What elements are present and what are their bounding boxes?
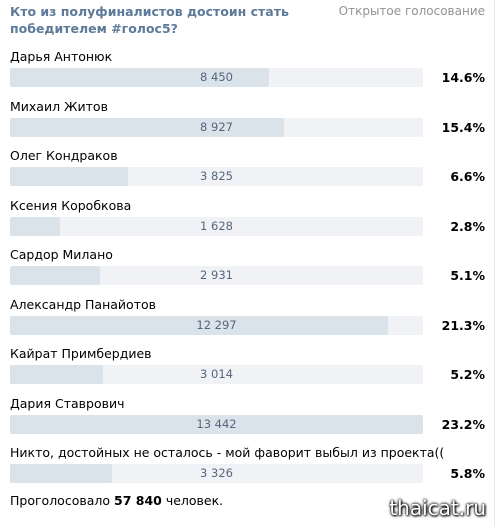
poll-option[interactable]: Кайрат Примбердиев 3 014 5.2% [10,344,485,394]
poll-title: Кто из полуфиналистов достоин стать побе… [10,4,289,36]
option-label: Дарья Антонюк [10,49,113,64]
poll-option[interactable]: Ксения Коробкова 1 628 2.8% [10,196,485,246]
option-percent: 14.6% [441,70,485,85]
option-vote-count: 3 825 [200,169,233,183]
option-bar-fill [10,68,270,87]
poll-option[interactable]: Александр Панайотов 12 297 21.3% [10,295,485,345]
option-label: Сардор Милано [10,247,113,262]
poll-option[interactable]: Сардор Милано 2 931 5.1% [10,245,485,295]
option-bar[interactable]: 3 326 [10,464,423,483]
option-bar[interactable]: 3 014 [10,365,423,384]
option-vote-count: 12 297 [196,317,237,332]
poll-option[interactable]: Дарья Антонюк 8 450 14.6% [10,47,485,97]
option-bar[interactable]: 13 442 [10,414,423,434]
option-percent: 6.6% [450,169,485,184]
option-percent: 23.2% [441,416,485,432]
option-vote-count: 1 628 [200,218,233,233]
option-label: Кайрат Примбердиев [10,346,152,361]
option-percent: 15.4% [441,119,485,135]
option-bar-fill [10,266,101,285]
option-label: Дария Ставрович [10,395,125,411]
option-bar-fill [10,365,103,384]
option-percent: 5.2% [450,367,485,382]
option-bar-fill [10,414,423,434]
poll-option[interactable]: Олег Кондраков 3 825 6.6% [10,146,485,196]
poll-option[interactable]: Михаил Житов 8 927 15.4% [10,97,485,147]
option-bar-fill [10,117,285,137]
option-label: Олег Кондраков [10,148,118,163]
poll-option[interactable]: Никто, достойных не осталось - мой фавор… [10,443,485,493]
option-bar[interactable]: 12 297 [10,315,423,335]
option-vote-count: 3 014 [200,367,233,381]
poll-header: Кто из полуфиналистов достоин стать побе… [10,3,485,39]
poll-type-label: Открытое голосование [338,4,485,18]
option-bar[interactable]: 8 927 [10,117,423,137]
option-label: Александр Панайотов [10,296,156,312]
option-percent: 5.1% [450,268,485,283]
option-percent: 5.8% [450,466,485,481]
option-vote-count: 2 931 [200,268,233,282]
option-bar[interactable]: 8 450 [10,68,423,87]
option-label: Никто, достойных не осталось - мой фавор… [10,445,445,460]
option-bar-fill [10,315,388,335]
option-vote-count: 13 442 [196,416,237,431]
total-prefix: Проголосовало [10,493,111,508]
watermark: thaicat.ru [389,496,486,520]
total-votes: 57 840 [114,493,162,508]
poll-option[interactable]: Дария Ставрович 13 442 23.2% [10,394,485,444]
option-vote-count: 3 326 [200,466,233,480]
poll-options: Дарья Антонюк 8 450 14.6% Михаил Житов 8 927… [10,47,485,493]
option-bar-fill [10,167,128,186]
option-label: Михаил Житов [10,98,108,114]
option-vote-count: 8 450 [200,70,233,84]
option-bar-fill [10,464,112,483]
option-bar-fill [10,216,60,236]
option-bar[interactable]: 3 825 [10,167,423,186]
total-suffix: человек. [165,493,224,508]
option-label: Ксения Коробкова [10,197,132,213]
option-bar[interactable]: 1 628 [10,216,423,236]
poll-total: Проголосовало 57 840 человек. [10,493,223,509]
option-percent: 21.3% [441,317,485,333]
option-vote-count: 8 927 [200,119,233,134]
option-percent: 2.8% [450,218,485,234]
option-bar[interactable]: 2 931 [10,266,423,285]
